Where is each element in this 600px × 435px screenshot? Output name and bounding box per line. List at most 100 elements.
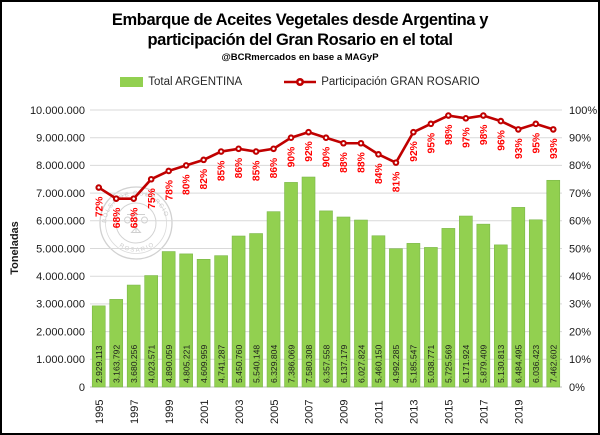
bar-2016 xyxy=(459,215,473,388)
line-marker-center xyxy=(447,114,450,117)
bar-2013 xyxy=(406,243,421,388)
plot-area: BOLSA DE COMERCIOROSARIO01.000.0002.000.… xyxy=(30,105,597,424)
pct-label: 90% xyxy=(322,147,333,168)
line-marker-center xyxy=(342,141,345,145)
left-axis-tick-label: 9.000.000 xyxy=(36,133,85,145)
x-axis-tick-label: 1997 xyxy=(129,400,141,424)
line-marker-center xyxy=(254,150,258,153)
right-axis-tick-label: 20% xyxy=(569,326,591,338)
left-axis-tick-label: 10.000.000 xyxy=(30,105,85,117)
legend-item-bars: Total ARGENTINA xyxy=(120,76,242,88)
bar-value-label: 4.023.571 xyxy=(146,345,156,383)
chart-title-line1: Embarque de Aceites Vegetales desde Arge… xyxy=(111,11,489,29)
line-marker-center xyxy=(272,147,275,151)
bar-2007 xyxy=(301,176,316,388)
line-marker-center xyxy=(219,150,223,153)
line-marker-center xyxy=(97,186,100,189)
bar-1995 xyxy=(91,305,106,388)
right-axis-ticks: 0% 10% 20% 30% 40% 50% 60% 70% 80% 90% 100% xyxy=(569,105,597,394)
line-marker-center xyxy=(394,161,398,164)
bar-value-label: 6.027.824 xyxy=(356,345,366,383)
bar-2017 xyxy=(476,223,491,388)
left-axis-tick-label: 8.000.000 xyxy=(36,160,85,172)
bar-value-label: 4.890.059 xyxy=(164,345,174,383)
pct-label: 68% xyxy=(112,208,123,229)
pct-label: 92% xyxy=(409,141,420,162)
bar-value-label: 4.805.221 xyxy=(181,345,191,383)
pct-label: 88% xyxy=(339,152,350,173)
bar-1996 xyxy=(109,299,124,388)
bar-2004 xyxy=(249,233,263,388)
line-marker-center xyxy=(429,122,433,126)
pct-label: 75% xyxy=(147,188,158,209)
line-marker-center xyxy=(324,136,328,139)
pct-label: 96% xyxy=(496,130,507,151)
bar-2002 xyxy=(214,255,228,388)
legend-bars-label: Total ARGENTINA xyxy=(148,76,243,88)
bar-value-label: 7.386.069 xyxy=(286,345,296,383)
legend: Total ARGENTINA Participación GRAN ROSAR… xyxy=(2,76,598,88)
bar-value-label: 7.462.602 xyxy=(549,345,559,383)
participation-line-series: 72% 68% 68% 75% 78% 80% 82% 85% 86% 85% 86% 90% 92% 9… xyxy=(94,112,560,228)
line-marker-center xyxy=(167,169,170,173)
line-marker-center xyxy=(499,119,503,123)
right-axis-tick-label: 0% xyxy=(569,382,585,394)
x-axis-tick-label: 2003 xyxy=(234,400,246,424)
x-axis-tick-label: 2011 xyxy=(374,400,386,424)
line-marker-center xyxy=(202,158,205,162)
line-marker-center xyxy=(412,130,415,134)
bar-2018 xyxy=(494,244,508,388)
x-axis-tick-label: 2009 xyxy=(339,400,351,424)
bar-2020 xyxy=(528,219,543,388)
pct-label: 86% xyxy=(269,158,280,179)
bar-value-label: 6.171.924 xyxy=(461,345,471,383)
right-axis-tick-label: 100% xyxy=(569,105,597,117)
bar-2011 xyxy=(371,235,386,388)
bar-value-label: 5.038.771 xyxy=(426,345,436,383)
x-axis-tick-label: 2017 xyxy=(479,400,491,424)
left-axis-tick-label: 4.000.000 xyxy=(36,271,85,283)
line-marker-center xyxy=(377,153,380,156)
bar-value-label: 2.929.113 xyxy=(94,345,104,383)
legend-line-label: Participación GRAN ROSARIO xyxy=(321,76,480,88)
bar-1999 xyxy=(161,251,176,388)
bar-value-label: 7.580.308 xyxy=(304,345,314,383)
x-axis-tick-label: 1995 xyxy=(94,400,106,424)
chart-title: Embarque de Aceites Vegetales desde Arge… xyxy=(2,2,598,63)
x-axis-tick-label: 2007 xyxy=(304,400,316,424)
pct-label: 82% xyxy=(199,169,210,190)
bar-value-label: 5.879.409 xyxy=(479,345,489,383)
left-axis-ticks: 0 1.000.000 2.000.000 3.000.000 4.000.000 5.0… xyxy=(30,105,85,394)
right-axis-tick-label: 60% xyxy=(569,216,591,228)
pct-label: 86% xyxy=(234,158,245,179)
x-axis-tick-label: 2019 xyxy=(513,400,525,424)
bar-value-label: 5.460.150 xyxy=(374,345,384,383)
bar-value-label: 5.540.148 xyxy=(251,345,261,383)
x-axis-tick-label: 1999 xyxy=(164,400,176,424)
right-axis-tick-label: 80% xyxy=(569,160,591,172)
pct-label: 84% xyxy=(374,163,385,184)
bar-2000 xyxy=(179,253,193,388)
pct-label: 90% xyxy=(287,147,298,168)
bar-1997 xyxy=(126,284,141,388)
left-axis-tick-label: 7.000.000 xyxy=(36,188,85,200)
x-axis-tick-label: 2013 xyxy=(409,400,421,424)
pct-label: 98% xyxy=(479,125,490,146)
right-axis-tick-label: 40% xyxy=(569,271,591,283)
legend-line-swatch-icon xyxy=(284,78,317,86)
pct-label: 95% xyxy=(426,133,437,154)
bar-value-label: 3.680.256 xyxy=(129,345,139,383)
pct-label: 85% xyxy=(252,161,263,182)
legend-bar-swatch-icon xyxy=(120,77,144,87)
bar-value-label: 5.725.569 xyxy=(444,345,454,383)
bar-value-label: 6.357.558 xyxy=(321,345,331,383)
x-axis-tick-label: 2005 xyxy=(269,400,281,424)
line-marker-center xyxy=(517,128,520,131)
line-marker-center xyxy=(149,178,153,181)
pct-label: 78% xyxy=(164,180,175,201)
pct-label: 85% xyxy=(217,161,228,182)
right-axis-tick-label: 70% xyxy=(569,188,591,200)
bar-value-label: 5.185.547 xyxy=(409,345,419,383)
line-marker-center xyxy=(534,122,538,126)
right-axis-tick-label: 10% xyxy=(569,354,591,366)
